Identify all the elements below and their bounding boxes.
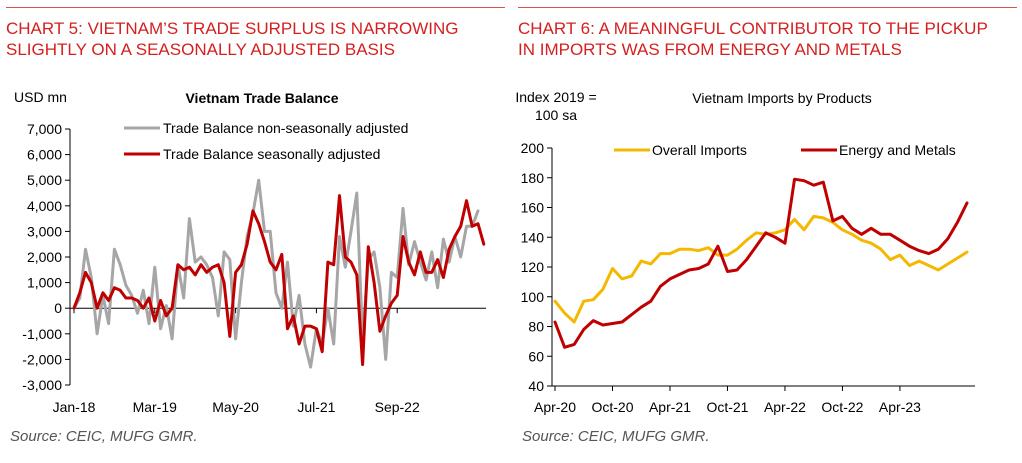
y-tick-label: 7,000 — [27, 121, 62, 137]
x-tick-label: Jan-18 — [53, 399, 96, 415]
chart6-heading-line1: CHART 6: A MEANINGFUL CONTRIBUTOR TO THE… — [518, 19, 988, 38]
chart6-heading: CHART 6: A MEANINGFUL CONTRIBUTOR TO THE… — [518, 18, 1018, 60]
series-line-1 — [72, 178, 480, 369]
y-axis-title-line2: 100 sa — [535, 107, 577, 123]
y-tick-label: 3,000 — [27, 223, 62, 239]
imports-by-products-chart: 40 60 80 100 120 140 160 180 200 Apr-20 Oct-20 Apr-… — [515, 89, 975, 415]
series-line-2 — [72, 194, 486, 366]
chart-title: Vietnam Trade Balance — [185, 90, 338, 106]
x-tick-label: Oct-20 — [591, 399, 633, 415]
y-tick-label: -2,000 — [22, 351, 62, 367]
x-tick-label: Apr-22 — [764, 399, 806, 415]
y-tick-label: 140 — [521, 229, 545, 245]
y-tick-label: 60 — [528, 348, 544, 364]
y-tick-label: 6,000 — [27, 147, 62, 163]
x-tick-label: Sep-22 — [375, 399, 420, 415]
chart5-heading: CHART 5: VIETNAM’S TRADE SURPLUS IS NARR… — [6, 18, 506, 60]
legend-label-1: Trade Balance non-seasonally adjusted — [163, 120, 408, 136]
y-tick-label: 180 — [521, 170, 545, 186]
x-tick-label: Mar-19 — [133, 399, 178, 415]
x-tick-label: Oct-22 — [821, 399, 863, 415]
chart-title: Vietnam Imports by Products — [692, 90, 871, 106]
y-axis-title-line1: Index 2019 = — [515, 89, 596, 105]
panel-top-rule — [518, 7, 1017, 8]
chart6-heading-line2: IN IMPORTS WAS FROM ENERGY AND METALS — [518, 40, 902, 59]
y-tick-label: 160 — [521, 200, 545, 216]
chart6-source: Source: CEIC, MUFG GMR. — [522, 428, 710, 445]
y-tick-label: 1,000 — [27, 275, 62, 291]
y-tick-label: 2,000 — [27, 249, 62, 265]
series-line-1 — [553, 214, 969, 324]
series-line-2 — [553, 177, 969, 349]
x-tick-label: Jul-21 — [297, 399, 335, 415]
x-tick-label: Apr-21 — [649, 399, 691, 415]
trade-balance-chart: -3,000 -2,000 -1,000 0 1,000 2,000 3,000 4,000 5… — [14, 89, 486, 415]
chart5-heading-line1: CHART 5: VIETNAM’S TRADE SURPLUS IS NARR… — [6, 19, 459, 38]
y-tick-label: 100 — [521, 289, 545, 305]
chart6-panel: CHART 6: A MEANINGFUL CONTRIBUTOR TO THE… — [512, 0, 1017, 463]
x-tick-label: May-20 — [212, 399, 259, 415]
panel-top-rule — [6, 7, 505, 8]
y-tick-label: -1,000 — [22, 326, 62, 342]
y-tick-label: -3,000 — [22, 377, 62, 393]
y-tick-label: 80 — [528, 319, 544, 335]
y-tick-label: 120 — [521, 259, 545, 275]
x-tick-label: Apr-23 — [879, 399, 921, 415]
legend-label-2: Trade Balance seasonally adjusted — [163, 146, 380, 162]
y-tick-label: 5,000 — [27, 172, 62, 188]
chart5-panel: CHART 5: VIETNAM’S TRADE SURPLUS IS NARR… — [0, 0, 505, 463]
y-tick-label: 40 — [528, 378, 544, 394]
legend-label-2: Energy and Metals — [839, 142, 956, 158]
y-tick-label: 4,000 — [27, 198, 62, 214]
x-tick-label: Apr-20 — [534, 399, 576, 415]
y-axis-title: USD mn — [14, 89, 67, 105]
legend-label-1: Overall Imports — [652, 142, 747, 158]
chart5-source: Source: CEIC, MUFG GMR. — [10, 428, 198, 445]
x-tick-label: Oct-21 — [706, 399, 748, 415]
chart5-heading-line2: SLIGHTLY ON A SEASONALLY ADJUSTED BASIS — [6, 40, 395, 59]
y-tick-label: 0 — [54, 300, 62, 316]
y-tick-label: 200 — [521, 140, 545, 156]
